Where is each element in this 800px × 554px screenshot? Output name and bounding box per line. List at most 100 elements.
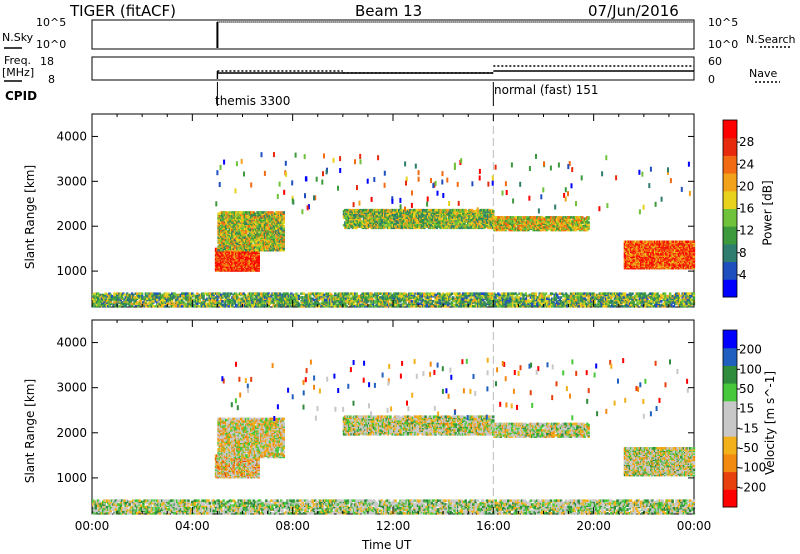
power-cell [395,226,398,230]
power-cell [389,208,392,212]
power-cell [242,264,245,267]
power-cell [217,264,220,267]
power-cell [360,220,363,223]
power-cell [277,211,280,214]
power-cell [409,208,412,212]
power-cell [252,213,255,217]
power-cell [556,227,559,230]
power-cell [421,225,425,228]
power-cell [282,211,285,214]
power-cell [217,248,220,252]
power-cell [222,261,225,265]
power-cell [242,218,245,222]
power-cell [543,226,546,229]
power-cell [504,226,507,229]
power-cell [362,208,366,212]
power-cell [277,223,280,227]
power-cell [638,240,642,244]
power-cell [227,269,230,272]
power-cell [650,258,653,261]
power-cell [228,261,232,265]
power-cell [416,223,420,227]
power-cell [222,221,225,224]
power-cell [384,212,387,216]
power-cell [416,213,420,217]
power-cell [557,216,560,219]
power-cell [219,269,223,272]
power-cell [257,261,260,265]
power-cell [222,233,225,237]
power-cell [219,231,223,234]
power-cell [546,218,549,222]
power-cell [268,223,272,227]
power-cell [236,264,239,267]
power-cell [214,266,218,270]
power-cell [532,228,535,232]
power-cell [257,213,260,217]
power-cell [630,260,633,264]
power-cell [227,266,230,270]
power-cell [504,222,507,225]
power-cell [263,212,267,215]
power-cell [498,221,501,224]
power-cell [625,260,628,264]
power-cell [351,211,354,214]
power-cell [354,213,357,217]
power-cell [242,261,245,265]
power-cell [439,217,442,221]
power-data-layer [92,152,696,308]
power-cell [356,216,359,219]
freq-frame [91,56,695,81]
power-cell [241,235,244,238]
power-cell [247,211,250,214]
power-cell [281,242,284,246]
power-cell [455,225,459,228]
power-cell [219,261,223,265]
power-cell [381,208,385,212]
power-cell [416,211,420,214]
power-cell [632,265,635,269]
power-cell [281,211,284,214]
power-cell [630,263,633,266]
power-cell [365,213,368,217]
power-cell [436,225,440,228]
power-cell [463,208,466,212]
power-cell [446,217,450,221]
power-cell [245,211,248,214]
power-cell [222,237,225,241]
power-cell [426,210,430,213]
power-cell [275,211,278,214]
power-cell [583,217,586,220]
power-cell [277,231,280,234]
power-cell [430,213,433,217]
power-cell [503,221,506,224]
power-cell [576,216,579,219]
power-cell [217,220,220,223]
power-cell [627,260,630,264]
power-cell [638,260,642,264]
power-cell [388,223,391,227]
power-cell [271,247,274,251]
power-cell [224,215,228,218]
power-cell [502,227,505,230]
power-cell [449,225,452,228]
power-cell [428,221,431,224]
power-cell [641,240,644,244]
power-cell [532,216,535,219]
power-cell [406,210,410,213]
power-cell [636,258,639,261]
power-cell [586,218,589,222]
power-cell [421,208,425,212]
power-cell [280,248,283,252]
power-cell [483,208,486,212]
power-cell [495,216,499,219]
power-cell [449,208,452,212]
power-cell [350,220,353,223]
power-cell [263,245,267,248]
power-cell [367,208,371,212]
power-cell [581,227,584,230]
power-cell [556,217,559,220]
power-cell [252,228,255,232]
power-cell [227,225,230,228]
power-cell [247,237,250,241]
